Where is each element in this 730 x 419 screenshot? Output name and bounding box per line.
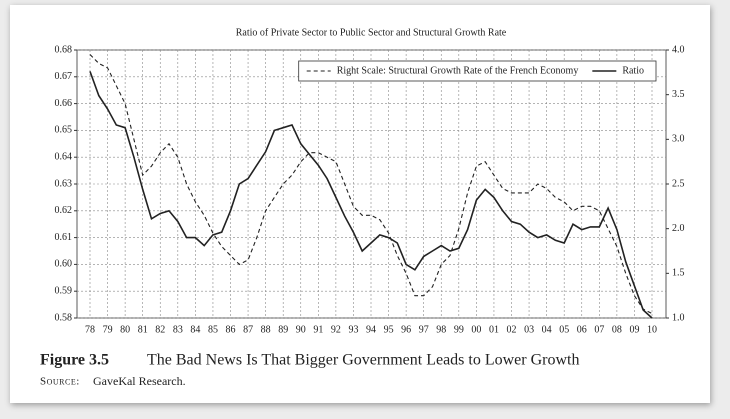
- y-tick-label: 0.62: [55, 205, 73, 216]
- legend-label: Ratio: [622, 65, 644, 76]
- x-tick-label: 88: [261, 324, 271, 335]
- y2-tick-label: 3.5: [672, 89, 685, 100]
- series-line: [89, 71, 653, 319]
- x-tick-label: 96: [401, 324, 411, 335]
- x-tick-label: 99: [454, 324, 464, 335]
- x-tick-label: 10: [647, 324, 657, 335]
- y2-tick-label: 4.0: [672, 44, 685, 55]
- y-tick-label: 0.59: [55, 285, 73, 296]
- x-tick-label: 94: [366, 324, 376, 335]
- x-tick-label: 04: [542, 324, 552, 335]
- x-tick-label: 05: [559, 324, 569, 335]
- y-tick-label: 0.61: [55, 232, 73, 243]
- x-tick-label: 08: [612, 324, 622, 335]
- x-tick-label: 91: [313, 324, 323, 335]
- x-tick-label: 81: [138, 324, 148, 335]
- legend-box: [298, 60, 657, 82]
- legend-label: Right Scale: Structural Growth Rate of t…: [337, 65, 579, 76]
- x-tick-label: 06: [577, 324, 587, 335]
- y2-tick-label: 1.0: [672, 312, 685, 323]
- chart-title: Ratio of Private Sector to Public Sector…: [236, 27, 507, 38]
- y-tick-label: 0.63: [55, 178, 73, 189]
- y2-tick-label: 3.0: [672, 134, 685, 145]
- x-tick-label: 98: [436, 324, 446, 335]
- y2-tick-label: 1.5: [672, 268, 685, 279]
- y2-tick-label: 2.0: [672, 223, 685, 234]
- y-tick-label: 0.60: [55, 259, 73, 270]
- y2-tick-label: 2.5: [672, 178, 685, 189]
- source-label: Source:: [40, 376, 80, 388]
- x-tick-label: 89: [278, 324, 288, 335]
- caption: The Bad News Is That Bigger Government L…: [147, 352, 579, 369]
- x-tick-label: 83: [173, 324, 183, 335]
- y-tick-label: 0.68: [55, 44, 73, 55]
- x-tick-label: 84: [190, 324, 200, 335]
- x-tick-label: 92: [331, 324, 341, 335]
- series-line: [89, 54, 653, 314]
- x-tick-label: 00: [471, 324, 481, 335]
- x-tick-label: 78: [85, 324, 95, 335]
- x-tick-label: 09: [629, 324, 639, 335]
- x-tick-label: 86: [226, 324, 236, 335]
- y-tick-label: 0.67: [55, 71, 73, 82]
- x-tick-label: 85: [208, 324, 218, 335]
- x-tick-label: 82: [155, 324, 165, 335]
- x-tick-label: 02: [507, 324, 517, 335]
- x-tick-label: 90: [296, 324, 306, 335]
- x-tick-label: 80: [120, 324, 130, 335]
- x-tick-label: 01: [489, 324, 499, 335]
- x-tick-label: 07: [594, 324, 604, 335]
- y-tick-label: 0.65: [55, 125, 73, 136]
- y-tick-label: 0.64: [55, 151, 73, 162]
- y-tick-label: 0.58: [55, 312, 73, 323]
- figure-label: Figure 3.5: [40, 352, 109, 369]
- x-tick-label: 03: [524, 324, 534, 335]
- x-tick-label: 79: [103, 324, 113, 335]
- x-tick-label: 87: [243, 324, 253, 335]
- x-tick-label: 95: [384, 324, 394, 335]
- source: GaveKal Research.: [93, 374, 186, 388]
- x-tick-label: 97: [419, 324, 429, 335]
- y-tick-label: 0.66: [55, 98, 73, 109]
- x-tick-label: 93: [348, 324, 358, 335]
